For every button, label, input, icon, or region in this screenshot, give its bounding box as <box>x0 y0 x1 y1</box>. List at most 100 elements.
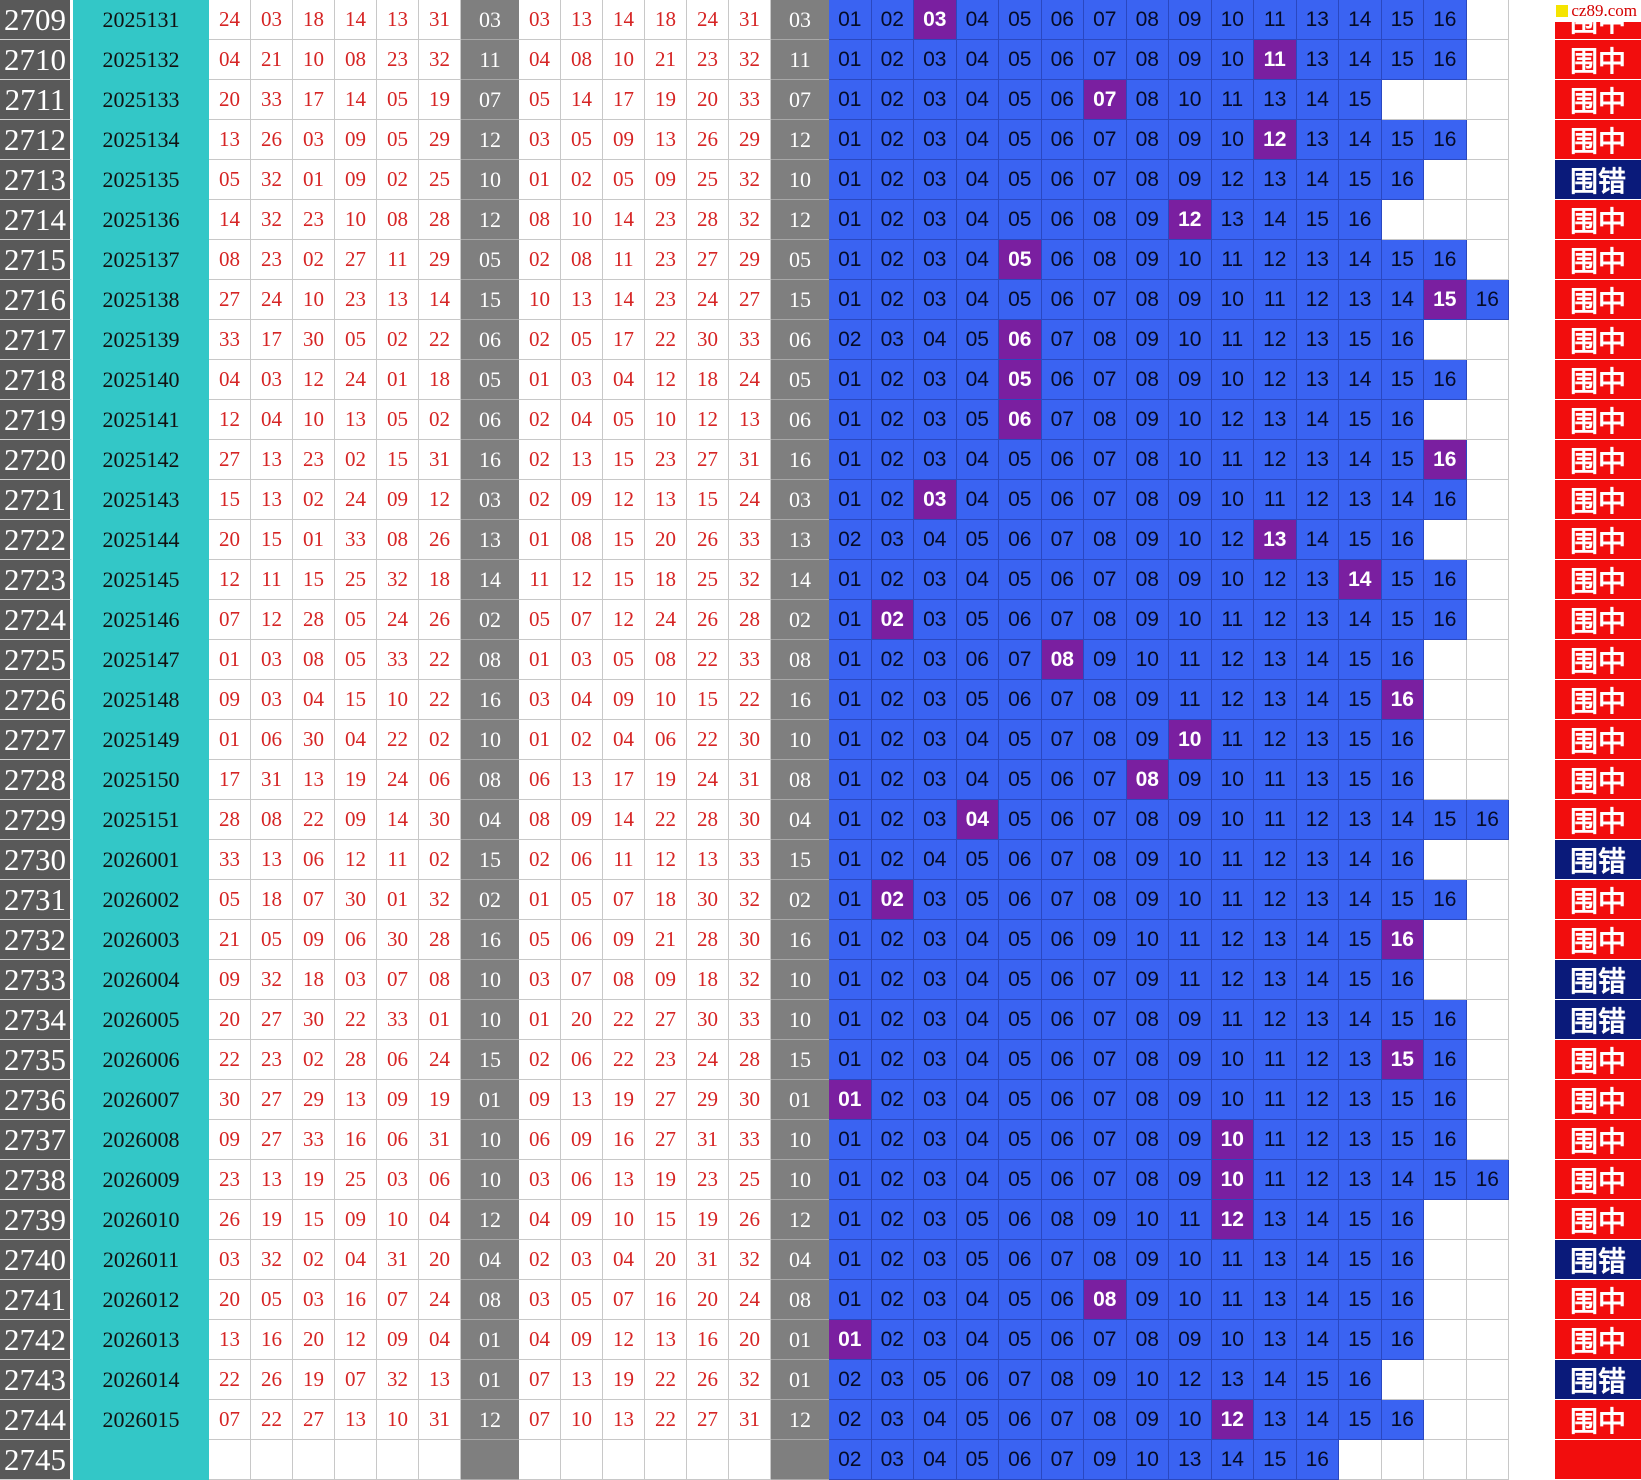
candidate-hit: 16 <box>1424 440 1467 480</box>
candidate-empty <box>1381 1360 1424 1400</box>
table-row: 2710 2025132 04 21 10 08 23 32 11 04 08 10 21 23 32 11 0… <box>0 40 1641 80</box>
candidate-number: 07 <box>1084 960 1127 1000</box>
candidate-number: 04 <box>914 320 957 360</box>
sorted-number: 13 <box>645 480 687 520</box>
draw-number: 26 <box>251 1360 293 1400</box>
candidate-number: 03 <box>914 360 957 400</box>
row-index: 2733 <box>0 960 72 1000</box>
key-number-repeat: 08 <box>771 1280 829 1320</box>
candidate-number: 15 <box>1339 960 1382 1000</box>
result-badge: 围中 <box>1555 480 1641 520</box>
candidate-number: 11 <box>1254 480 1297 520</box>
sorted-number: 30 <box>687 320 729 360</box>
result-badge: 围错 <box>1555 1240 1641 1280</box>
row-index: 2714 <box>0 200 72 240</box>
sorted-numbers: 06 09 16 27 31 33 <box>519 1120 771 1160</box>
candidate-number: 14 <box>1339 360 1382 400</box>
period-number: 2026011 <box>73 1240 209 1280</box>
candidate-number: 04 <box>956 920 999 960</box>
table-row: 2741 2026012 20 05 03 16 07 24 08 03 05 07 16 20 24 08 0… <box>0 1280 1641 1320</box>
draw-number: 29 <box>419 240 461 280</box>
key-number-repeat: 10 <box>771 720 829 760</box>
candidate-number: 02 <box>871 440 914 480</box>
candidate-number: 10 <box>1211 1320 1254 1360</box>
sorted-number: 07 <box>603 880 645 920</box>
row-index: 2724 <box>0 600 72 640</box>
candidate-number: 05 <box>999 80 1042 120</box>
period-number: 2025146 <box>73 600 209 640</box>
sorted-number: 03 <box>519 960 561 1000</box>
draw-number: 23 <box>209 1160 251 1200</box>
candidate-number: 03 <box>914 400 957 440</box>
candidate-number: 03 <box>914 760 957 800</box>
sorted-numbers: 03 04 09 10 15 22 <box>519 680 771 720</box>
candidate-number: 11 <box>1211 80 1254 120</box>
candidate-number: 10 <box>1169 320 1212 360</box>
sorted-number: 05 <box>519 600 561 640</box>
candidate-number: 02 <box>871 40 914 80</box>
draw-number: 13 <box>335 1080 377 1120</box>
row-index: 2739 <box>0 1200 72 1240</box>
period-number: 2026015 <box>73 1400 209 1440</box>
draw-number: 30 <box>293 320 335 360</box>
table-row: 2713 2025135 05 32 01 09 02 25 10 01 02 05 09 25 32 10 0… <box>0 160 1641 200</box>
candidate-empty <box>1424 1440 1467 1480</box>
sorted-numbers: 11 12 15 18 25 32 <box>519 560 771 600</box>
candidate-number: 16 <box>1466 800 1509 840</box>
candidate-number: 10 <box>1211 280 1254 320</box>
sorted-number: 27 <box>687 240 729 280</box>
candidate-number: 06 <box>999 1400 1042 1440</box>
key-number-repeat <box>771 1440 829 1480</box>
candidate-number: 15 <box>1339 160 1382 200</box>
candidate-empty <box>1466 320 1509 360</box>
table-row: 2733 2026004 09 32 18 03 07 08 10 03 07 08 09 18 32 10 0… <box>0 960 1641 1000</box>
table-row: 2729 2025151 28 08 22 09 14 30 04 08 09 14 22 28 30 04 0… <box>0 800 1641 840</box>
candidate-number: 05 <box>999 120 1042 160</box>
candidate-number: 05 <box>999 1040 1042 1080</box>
draw-number: 08 <box>377 200 419 240</box>
candidate-number: 01 <box>829 800 872 840</box>
sorted-number: 16 <box>603 1120 645 1160</box>
candidate-number: 15 <box>1339 720 1382 760</box>
draw-number: 13 <box>209 1320 251 1360</box>
candidate-number: 08 <box>1126 800 1169 840</box>
sorted-number: 09 <box>561 480 603 520</box>
candidate-hit: 08 <box>1041 640 1084 680</box>
sorted-number: 04 <box>561 400 603 440</box>
candidate-number: 04 <box>914 1440 957 1480</box>
candidate-number: 13 <box>1296 240 1339 280</box>
candidate-number: 06 <box>1041 1080 1084 1120</box>
sorted-number: 18 <box>645 560 687 600</box>
candidate-number: 16 <box>1424 360 1467 400</box>
draw-number: 22 <box>293 800 335 840</box>
candidate-number: 06 <box>999 1200 1042 1240</box>
candidate-number: 04 <box>956 200 999 240</box>
sorted-number: 19 <box>687 1200 729 1240</box>
sorted-number: 02 <box>519 400 561 440</box>
table-row: 2709 2025131 24 03 18 14 13 31 03 03 13 14 18 24 31 03 0… <box>0 0 1641 40</box>
sorted-number: 02 <box>519 240 561 280</box>
candidate-number: 14 <box>1339 600 1382 640</box>
candidate-empty <box>1466 1120 1509 1160</box>
key-number: 08 <box>461 640 519 680</box>
table-row: 2715 2025137 08 23 02 27 11 29 05 02 08 11 23 27 29 05 0… <box>0 240 1641 280</box>
candidate-hit: 16 <box>1381 920 1424 960</box>
key-number: 08 <box>461 760 519 800</box>
draw-numbers: 04 21 10 08 23 32 <box>209 40 461 80</box>
candidate-number: 03 <box>871 320 914 360</box>
candidate-numbers: 02 03 04 05 06 07 09 10 13 14 15 16 <box>829 1440 1509 1480</box>
sorted-number: 08 <box>603 960 645 1000</box>
sorted-number: 10 <box>645 680 687 720</box>
candidate-empty <box>1339 1440 1382 1480</box>
sorted-number: 01 <box>519 360 561 400</box>
draw-number: 10 <box>293 40 335 80</box>
period-number: 2025136 <box>73 200 209 240</box>
candidate-number: 01 <box>829 1160 872 1200</box>
draw-number: 02 <box>419 840 461 880</box>
candidate-number: 10 <box>1169 400 1212 440</box>
candidate-number: 03 <box>914 1160 957 1200</box>
candidate-number: 06 <box>1041 1280 1084 1320</box>
candidate-number: 16 <box>1381 720 1424 760</box>
candidate-number: 12 <box>1254 600 1297 640</box>
row-index: 2717 <box>0 320 72 360</box>
